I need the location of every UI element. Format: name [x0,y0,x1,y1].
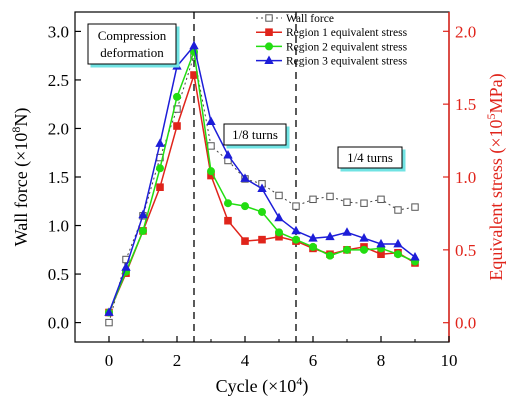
series-3-point [291,225,301,235]
series-2-point [138,226,147,235]
series-2-point [359,245,368,254]
series-0-point [275,191,283,200]
series-1-point [224,216,232,225]
series-0-point [326,192,334,201]
series-3-point [257,183,267,193]
series-0-point [292,202,300,210]
series-2-point [172,92,181,101]
series-1-point [241,237,249,245]
series-3-point [104,307,114,316]
vertical-dividers [193,12,297,342]
y-tick-label: 1.0 [48,217,69,236]
series-3-point [325,231,335,241]
series-3-point [393,238,403,248]
annotation-compression-line1: Compression [98,28,167,43]
series-2-point [274,228,283,237]
series-3-point [410,252,420,261]
x-tick-label: 2 [173,351,182,370]
y-axis-left: 0.0 0.5 1.0 1.5 2.0 2.5 3.0 [48,22,81,333]
y2-tick-label: 2.0 [455,22,476,41]
y-axis-right-title: Equivalent stress (×105MPa) [484,73,507,280]
series-3-point [308,233,318,242]
series-2-point [325,251,334,260]
series-0-point [377,195,385,204]
series-2-point [342,245,351,254]
y2-tick-label: 0.0 [455,314,476,333]
legend: Wall force Region 1 equivalent stress Regi… [256,13,408,68]
y-tick-label: 3.0 [48,22,69,41]
y-tick-label: 0.5 [48,265,69,284]
series-2-point [308,242,317,251]
series-2-point [240,202,249,211]
y-tick-label: 2.5 [48,71,69,90]
annotation-eighth-box [223,123,287,146]
series-0-point [309,195,317,204]
y2-tick-label: 0.5 [455,241,476,260]
series-3-point [138,209,148,219]
annotation-quarter-box [337,146,403,169]
x-tick-label: 6 [309,351,318,370]
y-axis-right: 0.0 0.5 1.0 1.5 2.0 [443,22,476,333]
legend-label-1: Region 1 equivalent stress [286,27,408,39]
x-axis-title: Cycle (×104) [216,374,309,397]
y2-tick-label: 1.5 [455,95,476,114]
x-tick-label: 10 [441,351,458,370]
series-1-point [156,183,164,191]
series-2-point [257,207,266,216]
series-line-1 [108,74,416,313]
annotation-quarter-turns: 1/4 turns [337,146,403,169]
y-tick-label: 1.5 [48,168,69,187]
series-3-point [121,262,131,271]
series-3-point [274,212,284,222]
series-3-point [172,61,182,70]
series-2-point [206,167,215,176]
series-3-point [189,40,199,50]
series-3-point [359,233,369,242]
series-0-point [343,198,351,206]
series-0-point [207,142,215,150]
series-3-point [376,238,386,248]
series-1-point [173,122,181,130]
series-3-point [223,150,233,159]
series-3-point [206,116,216,126]
series-3 [104,40,420,316]
series-3-point [342,227,352,236]
series-0-point [360,199,368,207]
y2-tick-label: 1.0 [455,168,476,187]
y-axis-left-title: Wall force (×108N) [9,108,32,247]
y-tick-label: 2.0 [48,119,69,138]
annotation-eighth-turns: 1/8 turns [223,123,287,146]
x-tick-label: 4 [241,351,250,370]
series-3-point [240,173,250,182]
y-tick-label: 0.0 [48,314,69,333]
legend-marker-3 [264,55,274,64]
x-tick-label: 8 [377,351,386,370]
series-0-point [105,318,113,327]
x-axis: 0 2 4 6 8 10 [105,336,458,370]
annotation-compression: Compression deformation [87,23,177,65]
series-1-point [258,235,266,244]
annotation-compression-line2: deformation [100,45,164,60]
legend-marker-2 [264,42,273,51]
series-2-point [155,164,164,173]
series-0-point [411,203,419,211]
series-2-point [393,250,402,259]
legend-label-2: Region 2 equivalent stress [286,41,408,53]
annotation-quarter-text: 1/4 turns [347,150,393,165]
x-tick-label: 0 [105,351,114,370]
series-line-3 [108,44,416,313]
legend-marker-0 [265,14,273,22]
series-layer [104,40,420,327]
legend-label-3: Region 3 equivalent stress [286,56,408,68]
legend-label-0: Wall force [286,13,334,25]
series-2-point [223,199,232,208]
annotation-eighth-text: 1/8 turns [232,127,278,142]
series-0-point [394,206,402,214]
series-2-point [291,235,300,244]
legend-marker-1 [265,28,273,36]
annotation-compression-box [87,23,177,65]
series-3-point [155,138,165,147]
